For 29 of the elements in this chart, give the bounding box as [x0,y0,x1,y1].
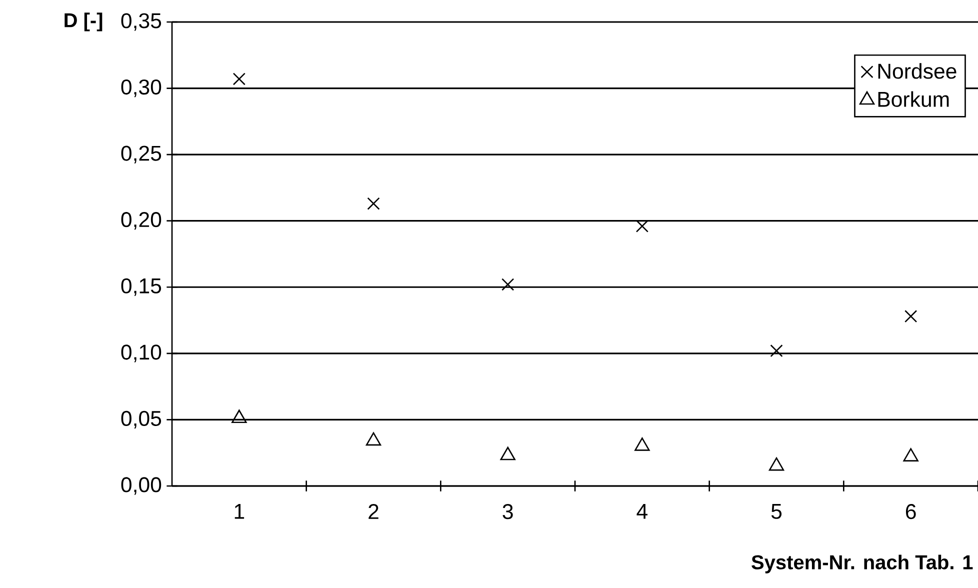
legend-label: Nordsee [878,63,956,79]
x-tick-label: 5 [771,504,782,519]
y-tick-label: 0,05 [121,410,162,429]
point [232,410,247,424]
point [770,344,783,358]
y-tick-label: 0,15 [121,278,162,296]
point [768,457,784,471]
legend-label: Borkum [878,91,949,107]
x-tick-label: 4 [636,504,648,519]
y-axis-title: D [-] [64,12,102,32]
point [232,72,246,86]
point [904,310,918,323]
x-tick-label: 1 [234,504,244,519]
y-tick-label: 0,25 [121,146,162,164]
point [502,278,514,291]
point [500,446,516,460]
y-tick-label: 0,30 [121,79,162,98]
y-tick-label: 0,20 [121,212,162,230]
point [903,448,918,462]
x-tick-label: 6 [906,504,916,520]
point [367,197,380,210]
y-tick-label: 0,00 [121,477,162,495]
y-tick-label: 0,35 [121,13,162,31]
y-tick-label: 0,10 [121,344,162,362]
x-axis-title: System-Nr. nach Tab. 1 [752,554,973,574]
x-tick-label: 2 [368,504,378,519]
point [366,432,382,446]
x-tick-label: 3 [502,504,513,520]
point [634,438,650,451]
